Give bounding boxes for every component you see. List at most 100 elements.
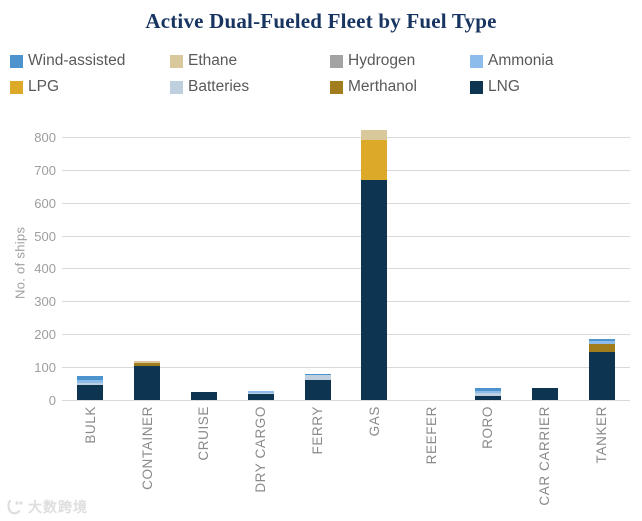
x-slot: DRY CARGO [232,406,289,511]
bar-segment-merthanol [589,344,615,352]
bar-segment-lng [475,396,501,400]
bar-dry-cargo [248,124,274,400]
x-label-gas: GAS [366,406,382,437]
watermark-logo-icon [6,499,24,515]
bar-segment-lng [532,388,558,400]
bar-segment-wind-assisted [475,388,501,391]
legend-swatch [170,54,183,68]
bar-car-carrier [532,124,558,400]
legend-label: Hydrogen [348,52,416,69]
watermark: 大数跨境 [6,497,88,517]
x-slot: CAR CARRIER [516,406,573,511]
y-axis-ticks: 0 100 200 300 400 500 600 700 800 [0,125,56,408]
legend-label: LNG [488,78,520,95]
gridline-800 [62,137,630,138]
x-label-dry-cargo: DRY CARGO [253,406,269,493]
bar-ferry [305,124,331,400]
x-slot: BULK [62,406,119,511]
x-slot: FERRY [289,406,346,511]
legend-item-lng: LNG [470,78,630,96]
y-tick-label-500: 500 [34,229,56,244]
legend-item-hydrogen: Hydrogen [330,52,470,70]
legend-swatch [330,80,343,94]
y-tick-label-100: 100 [34,360,56,375]
y-tick-label-700: 700 [34,163,56,178]
gridline-300 [62,301,630,302]
legend-swatch [10,54,23,68]
bar-segment-lng [361,180,387,400]
gridline-700 [62,170,630,171]
bar-cruise [191,124,217,400]
legend-item-merthanol: Merthanol [330,78,470,96]
x-label-container: CONTAINER [139,406,155,490]
x-label-reefer: REEFER [423,406,439,465]
bar-segment-lng [77,385,103,400]
legend-label: Batteries [188,78,250,95]
bar-bulk [77,124,103,400]
bar-segment-batteries [77,383,103,385]
gridline-0 [62,400,630,401]
bar-segment-wind-assisted [589,339,615,341]
bar-segment-ethane [361,130,387,140]
legend: Wind-assisted Ethane Hydrogen Ammonia LPG Bat… [10,52,630,96]
gridline-600 [62,203,630,204]
chart-title: Active Dual-Fueled Fleet by Fuel Type [145,9,497,33]
gridline-200 [62,334,630,335]
bar-container [134,124,160,400]
bar-segment-lng [589,352,615,400]
legend-swatch [470,54,483,68]
bar-segment-merthanol [134,363,160,366]
legend-swatch [170,80,183,94]
x-label-bulk: BULK [82,406,98,444]
bar-segment-lng [134,366,160,400]
legend-label: LPG [28,78,60,95]
x-label-roro: RORO [480,406,496,449]
x-label-ferry: FERRY [310,406,326,455]
bar-segment-lpg [361,140,387,180]
legend-item-ethane: Ethane [170,52,330,70]
y-tick-label-300: 300 [34,294,56,309]
x-slot: GAS [346,406,403,511]
legend-label: Ethane [188,52,238,69]
y-tick-label-800: 800 [34,130,56,145]
gridline-100 [62,367,630,368]
x-axis-labels: BULK CONTAINER CRUISE DRY CARGO FERRY GAS REEF… [62,406,630,511]
legend-item-wind-assisted: Wind-assisted [10,52,170,70]
x-slot: CONTAINER [119,406,176,511]
x-label-cruise: CRUISE [196,406,212,461]
bar-segment-ethane [134,361,160,363]
y-tick-label-0: 0 [48,393,56,408]
legend-item-ammonia: Ammonia [470,52,630,70]
legend-label: Wind-assisted [28,52,126,69]
bar-segment-ammonia [77,380,103,383]
y-tick-label-600: 600 [34,196,56,211]
bar-segment-lng [305,380,331,400]
plot-area [62,125,630,401]
x-slot: RORO [460,406,517,511]
legend-label: Ammonia [488,52,554,69]
bar-segment-batteries [475,393,501,396]
y-tick-label-200: 200 [34,327,56,342]
bar-roro [475,124,501,400]
bar-segment-ammonia [589,341,615,344]
x-slot: CRUISE [176,406,233,511]
bar-segment-lng [191,392,217,400]
bar-segment-ammonia [475,391,501,393]
legend-item-lpg: LPG [10,78,170,96]
x-label-tanker: TANKER [594,406,610,464]
legend-item-batteries: Batteries [170,78,330,96]
bar-reefer [418,124,444,400]
bar-gas [361,124,387,400]
bar-segment-ammonia [248,391,274,393]
gridline-400 [62,268,630,269]
x-slot: TANKER [573,406,630,511]
bar-segment-lng [248,394,274,400]
bar-segment-batteries [305,375,331,380]
bar-segment-batteries [248,393,274,394]
gridline-500 [62,236,630,237]
legend-swatch [10,80,23,94]
watermark-text: 大数跨境 [28,499,88,515]
bar-segment-wind-assisted [305,374,331,375]
x-label-car-carrier: CAR CARRIER [537,406,553,506]
